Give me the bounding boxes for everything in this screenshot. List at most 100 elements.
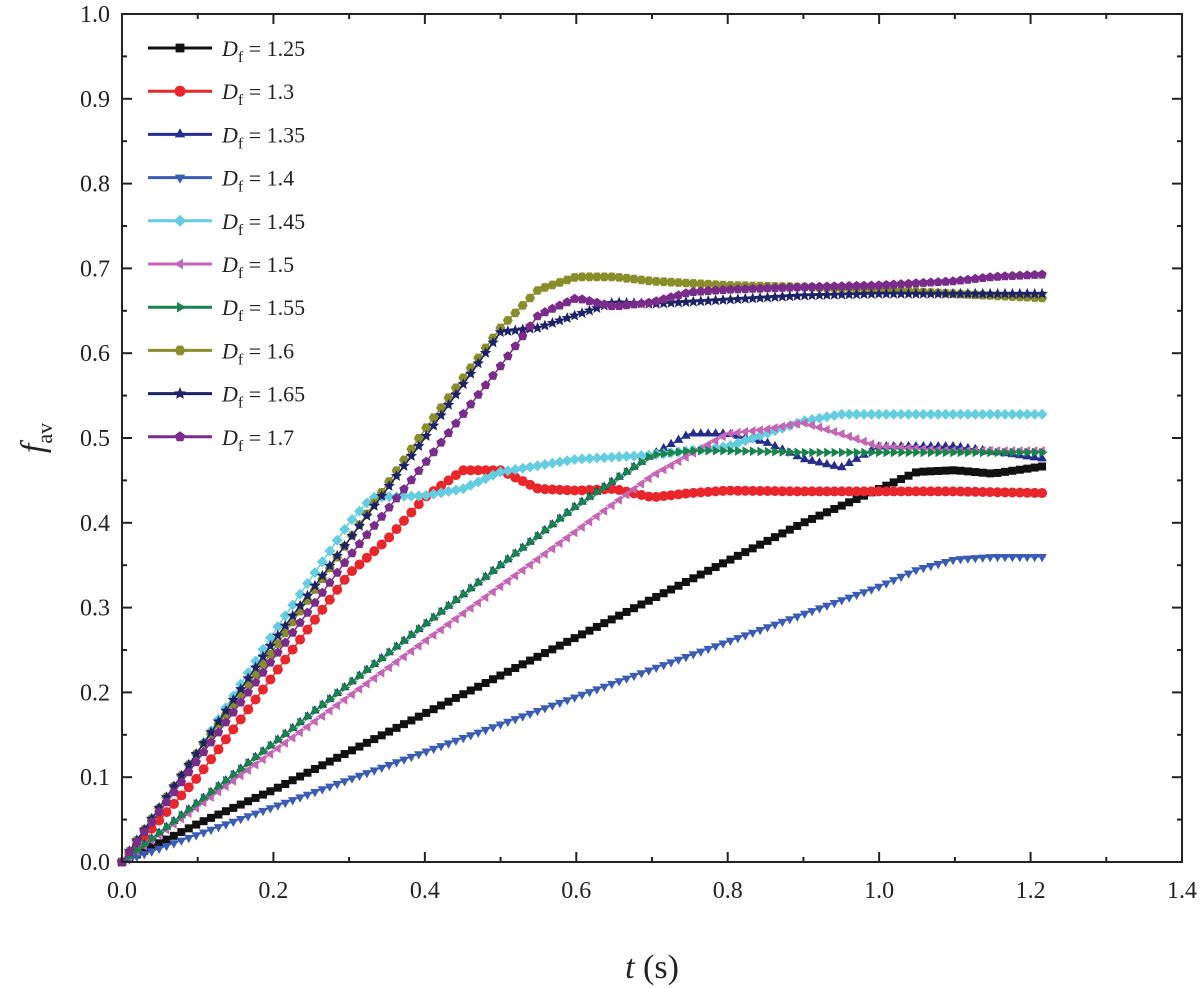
series-1-65-point — [576, 307, 588, 318]
series-1-65-point — [420, 430, 432, 441]
series-1-4-point — [948, 557, 958, 566]
series-1-45-point — [621, 450, 633, 462]
series-1-7-point — [176, 777, 187, 787]
series-1-3-point — [903, 486, 914, 497]
series-1-45-point — [984, 408, 996, 420]
series-1-55-point — [1009, 447, 1018, 458]
series-1-45-point — [302, 577, 313, 589]
series-1-65-point — [287, 609, 299, 621]
series-1-65-point — [984, 287, 996, 299]
series-1-45-point — [569, 454, 581, 465]
series-1-7-point — [911, 278, 921, 288]
series-1-6-point — [517, 301, 528, 310]
series-1-4-point — [644, 667, 654, 676]
series-1-55-point — [245, 758, 254, 768]
series-1-45-point — [947, 408, 959, 420]
series-1-7-point — [577, 294, 587, 304]
series-1-4-point — [555, 699, 565, 709]
series-1-7-point — [362, 529, 372, 539]
series-1-3-point — [450, 470, 461, 481]
series-1-6-point — [614, 273, 625, 282]
series-1-6-point — [673, 278, 684, 287]
series-1-5-point — [353, 684, 363, 694]
series-1-3-point — [703, 486, 714, 497]
series-1-45-point — [628, 450, 640, 462]
series-1-4-point — [651, 664, 661, 673]
series-1-3-point — [814, 486, 825, 497]
series-1-65-point — [880, 287, 892, 299]
series-1-7-point — [926, 277, 936, 287]
series-1-4-point — [325, 783, 335, 792]
series-1-5-point — [287, 733, 296, 743]
series-1-7-point — [562, 297, 572, 307]
series-1-5-point — [851, 434, 860, 444]
series-1-45-point — [532, 460, 543, 472]
series-1-55-point — [809, 447, 818, 458]
series-1-5-point — [487, 587, 496, 597]
series-1-55-point — [905, 447, 914, 458]
y-tick-label: 0.5 — [80, 426, 110, 452]
series-1-5-point — [302, 722, 311, 732]
series-1-6-point — [703, 279, 714, 289]
series-1-4 — [117, 554, 1047, 868]
series-1-3-point — [517, 476, 528, 487]
series-1-55-point — [252, 752, 262, 763]
series-1-55-point — [750, 446, 759, 456]
series-1-55-point — [549, 519, 558, 530]
series-1-4-point — [629, 672, 639, 682]
series-1-55-point — [1031, 447, 1041, 458]
series-1-4-point — [807, 608, 817, 617]
series-1-45-point — [1036, 408, 1048, 420]
series-1-4-point — [495, 721, 506, 730]
series-1-4-point — [978, 554, 988, 563]
series-1-25-point — [629, 604, 638, 613]
series-1-55-point — [163, 822, 172, 832]
plot-marks — [116, 269, 1048, 868]
series-1-65-point — [568, 309, 581, 321]
legend-entry-1-3-marker — [174, 85, 186, 97]
series-1-4-point — [710, 643, 721, 652]
series-1-3-point — [985, 487, 996, 498]
series-1-65-point — [999, 287, 1011, 299]
series-1-55-point — [193, 799, 202, 809]
series-1-5-point — [635, 479, 645, 489]
series-1-5-point — [791, 419, 800, 429]
series-1-7-point — [451, 418, 461, 428]
x-tick-label: 1.0 — [864, 878, 894, 904]
series-1-55-point — [876, 447, 885, 458]
series-1-45-point — [494, 466, 506, 478]
series-1-4-point — [621, 675, 632, 684]
series-1-7-point — [146, 817, 157, 827]
series-1-3-point — [718, 485, 729, 496]
series-1-25-point — [941, 466, 950, 475]
series-1-5-point — [316, 711, 326, 721]
series-1-25-point — [971, 468, 980, 477]
series-1-55-point — [735, 446, 744, 456]
series-1-5-point — [517, 565, 526, 576]
series-1-4-point — [428, 745, 439, 755]
series-1-25-point — [622, 607, 631, 616]
series-1-55-point — [942, 447, 952, 458]
series-1-7-point — [332, 567, 342, 577]
series-1-45-point — [598, 452, 610, 464]
series-1-25-point — [281, 779, 290, 788]
series-1-55-point — [950, 447, 959, 458]
series-1-7-point — [243, 687, 253, 697]
legend-entry-1-25: Df = 1.25 — [148, 36, 305, 66]
series-1-6-point — [666, 277, 677, 287]
series-1-65-point — [954, 287, 967, 299]
series-1-35-point — [681, 430, 691, 439]
series-1-25-point — [489, 675, 497, 684]
series-1-7-point — [480, 380, 491, 390]
series-1-7-point — [1037, 269, 1047, 279]
series-1-4-point — [681, 654, 691, 663]
series-1-7-point — [651, 296, 661, 306]
y-tick-label: 0.9 — [80, 87, 110, 113]
series-1-5-point — [220, 781, 229, 792]
series-1-55-point — [371, 659, 380, 669]
series-1-7-point — [696, 286, 706, 296]
series-1-5-point — [435, 625, 444, 635]
series-1-65-point — [939, 287, 952, 299]
series-1-3-point — [710, 486, 721, 497]
series-1-4-point — [725, 637, 736, 646]
